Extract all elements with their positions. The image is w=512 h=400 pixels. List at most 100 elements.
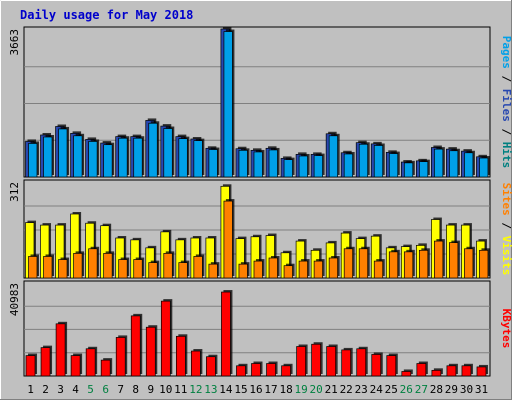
sites-bar xyxy=(208,263,218,279)
pages-bar xyxy=(328,135,338,178)
x-tick-label: 6 xyxy=(102,383,109,396)
pages-bar xyxy=(479,157,489,178)
pages-bar xyxy=(418,161,429,178)
x-axis-labels: 1 2 3 4 5 6 7 8 9 10 11 12 13 14 15 16 17 18 19 20 21 22 23 24 2… xyxy=(27,383,488,396)
pages-bar xyxy=(373,145,384,178)
kbytes-bar xyxy=(371,354,382,377)
sites-bar xyxy=(464,248,474,279)
legend-part: Pages xyxy=(500,36,512,69)
kbytes-bar xyxy=(416,363,427,377)
kbytes-bar xyxy=(341,349,352,377)
pages-bar xyxy=(388,153,399,178)
sites-bar xyxy=(479,249,489,279)
sites-bar xyxy=(58,259,68,279)
sites-bar xyxy=(193,256,203,279)
pages-bar xyxy=(118,137,128,178)
sites-bar xyxy=(268,257,278,279)
x-tick-label: 15 xyxy=(234,383,247,396)
pages-bar xyxy=(449,150,459,178)
x-tick-label: 14 xyxy=(219,383,233,396)
kbytes-bar xyxy=(431,369,442,377)
kbytes-bar xyxy=(476,366,487,377)
sites-bar xyxy=(313,260,323,279)
kbytes-bar xyxy=(40,347,51,377)
legend-part: Files xyxy=(500,89,512,122)
x-tick-label: 4 xyxy=(72,383,79,396)
x-tick-label: 25 xyxy=(385,383,398,396)
kbytes-bar xyxy=(296,346,306,377)
kbytes-bar xyxy=(251,363,261,377)
sites-bar xyxy=(434,240,444,279)
legend-hits-files-pages: Pages / Files / Hits xyxy=(500,36,512,169)
kbytes-bar xyxy=(85,348,96,377)
kbytes-bar xyxy=(326,346,337,377)
pages-bar xyxy=(298,155,308,178)
y-max-label: 312 xyxy=(8,182,21,202)
kbytes-bar xyxy=(266,363,276,377)
legend-part: KBytes xyxy=(500,309,512,349)
sites-bar xyxy=(358,248,369,279)
x-tick-label: 23 xyxy=(355,383,368,396)
x-tick-label: 1 xyxy=(27,383,34,396)
sites-bar xyxy=(328,257,338,279)
x-tick-label: 31 xyxy=(475,383,488,396)
kbytes-bar xyxy=(55,323,66,377)
sites-bar xyxy=(178,262,188,279)
sites-bar xyxy=(118,259,128,279)
pages-bar xyxy=(268,149,278,178)
x-tick-label: 19 xyxy=(294,383,307,396)
pages-bar xyxy=(148,122,158,178)
legend-part: / xyxy=(500,69,512,89)
sites-bar xyxy=(449,242,459,279)
sites-bar xyxy=(298,260,308,279)
kbytes-bar xyxy=(386,355,397,377)
y-max-label: 40983 xyxy=(8,283,21,316)
legend-part: Visits xyxy=(500,236,512,276)
sites-bar xyxy=(373,260,384,279)
panel-visits-sites: 312 Sites / Visits xyxy=(8,179,512,279)
x-tick-label: 22 xyxy=(340,383,353,396)
panel-kbytes: 40983 KBytes xyxy=(8,280,512,377)
x-tick-label: 29 xyxy=(445,383,458,396)
kbytes-bar xyxy=(311,343,321,377)
kbytes-bar xyxy=(25,355,36,377)
pages-bar xyxy=(73,135,83,178)
kbytes-bar xyxy=(175,335,186,377)
sites-bar xyxy=(418,249,429,279)
kbytes-bar xyxy=(130,315,141,377)
x-tick-label: 7 xyxy=(117,383,124,396)
legend-part: Sites xyxy=(500,183,512,216)
x-tick-label: 17 xyxy=(264,383,277,396)
y-max-label: 3663 xyxy=(8,29,21,56)
kbytes-bar xyxy=(401,371,412,377)
sites-bar xyxy=(163,253,173,279)
sites-bar xyxy=(103,253,113,279)
sites-bar xyxy=(28,256,38,279)
x-tick-label: 20 xyxy=(309,383,322,396)
pages-bar xyxy=(178,138,188,178)
kbytes-bar xyxy=(115,337,126,377)
pages-bar xyxy=(103,144,113,178)
sites-bar xyxy=(43,256,53,279)
x-tick-label: 12 xyxy=(189,383,202,396)
x-tick-label: 27 xyxy=(415,383,428,396)
x-tick-label: 30 xyxy=(460,383,473,396)
x-tick-label: 26 xyxy=(400,383,413,396)
kbytes-bar xyxy=(70,355,81,377)
pages-bar xyxy=(28,143,38,178)
kbytes-bar xyxy=(221,291,231,377)
x-tick-label: 28 xyxy=(430,383,443,396)
sites-bar xyxy=(403,251,414,279)
pages-bar xyxy=(343,153,354,178)
x-tick-label: 2 xyxy=(42,383,49,396)
pages-bar xyxy=(58,128,68,178)
pages-bar xyxy=(193,140,203,178)
sites-bar xyxy=(88,248,98,279)
x-tick-label: 13 xyxy=(204,383,217,396)
legend-part: / xyxy=(500,122,512,142)
kbytes-bar xyxy=(446,365,457,377)
sites-bar xyxy=(133,259,143,279)
pages-bar xyxy=(403,162,414,178)
sites-bar xyxy=(343,248,354,279)
